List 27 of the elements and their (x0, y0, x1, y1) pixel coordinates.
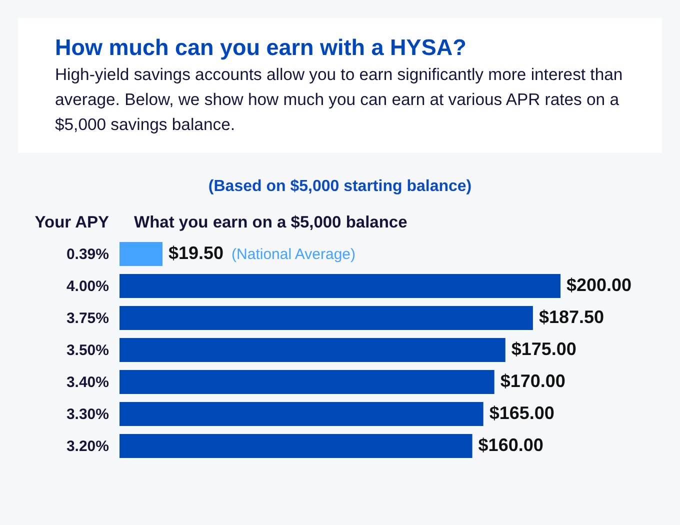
data-label: $175.00 (511, 339, 576, 359)
y-tick-label: 3.75% (66, 310, 109, 327)
y-tick-label: 0.39% (66, 246, 109, 263)
y-tick-label: 3.30% (66, 406, 109, 423)
data-label: $187.50 (538, 307, 604, 327)
bar (120, 370, 494, 394)
bar (120, 306, 533, 330)
bar (120, 338, 506, 362)
data-label: $160.00 (478, 435, 544, 455)
chart-title: How much can you earn with a HYSA? (55, 35, 466, 60)
data-label: $19.50 (168, 243, 224, 263)
y-tick-label: 4.00% (66, 278, 109, 295)
y-tick-label: 3.40% (66, 374, 109, 391)
data-label: $170.00 (500, 371, 566, 391)
chart-subtitle: High-yield savings accounts allow you to earn significantly more interest than average. Below, we show how much you can earn at various APR rates on a $5,000 savings balance. (55, 65, 623, 134)
data-label: $200.00 (566, 275, 632, 295)
data-label: $165.00 (489, 403, 554, 423)
bar (120, 402, 484, 426)
y-tick-label: 3.20% (66, 438, 109, 455)
bar (120, 274, 560, 298)
y-tick-label: 3.50% (66, 342, 109, 359)
annotation: (National Average) (232, 246, 356, 263)
text: (Based on $5,000 starting balance) (208, 178, 472, 195)
bar (120, 242, 162, 266)
y-axis-title: Your APY (34, 214, 109, 232)
bar (120, 434, 472, 458)
x-axis-title: What you earn on a $5,000 balance (134, 214, 408, 232)
